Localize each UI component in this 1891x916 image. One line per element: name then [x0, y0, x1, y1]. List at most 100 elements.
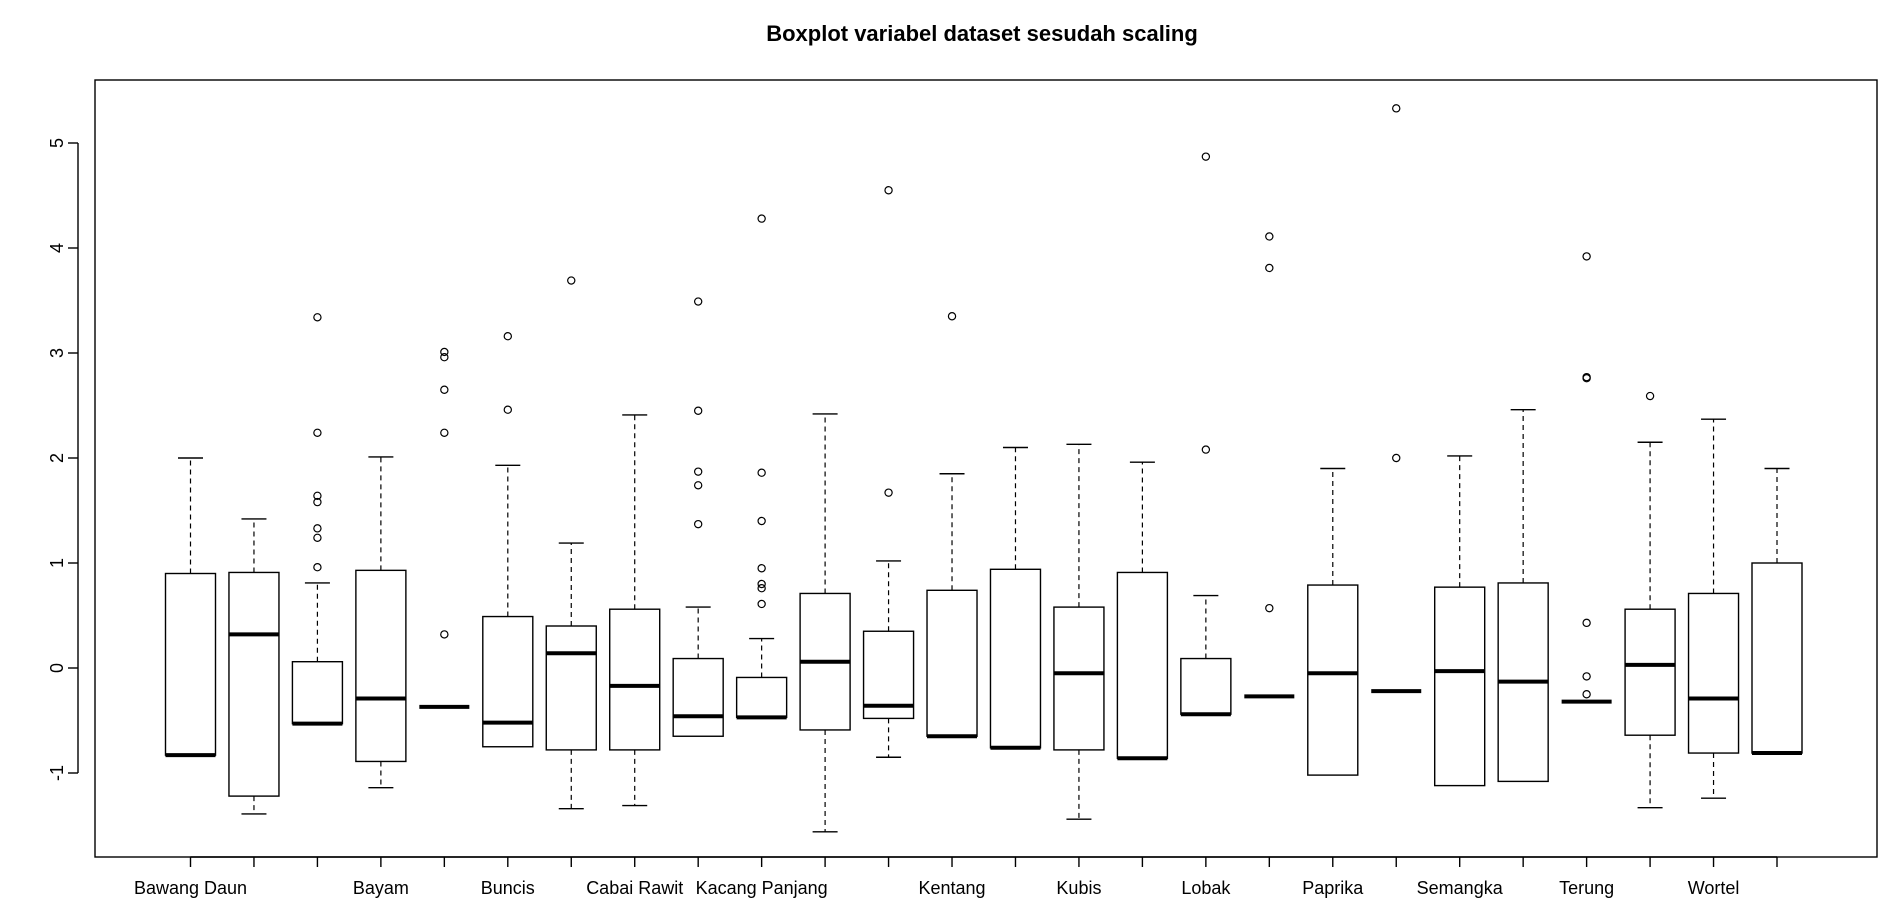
outlier-point — [693, 297, 703, 306]
box-24 — [1624, 391, 1676, 809]
outlier-point — [757, 584, 766, 593]
box-6 — [482, 332, 534, 748]
box-17 — [1180, 152, 1232, 717]
outlier-point — [757, 468, 766, 477]
box-rect — [926, 589, 978, 737]
outlier-point — [1201, 152, 1211, 161]
outlier-point — [1392, 453, 1401, 463]
outlier-point — [503, 332, 512, 341]
x-tick-label: Bayam — [353, 878, 409, 898]
box-21 — [1433, 455, 1486, 787]
outlier-point — [313, 313, 322, 322]
x-tick-label: Kentang — [918, 878, 985, 898]
outlier-point — [1582, 618, 1591, 628]
outlier-point — [1582, 690, 1591, 699]
outlier-point — [503, 405, 512, 414]
box-25 — [1687, 418, 1740, 799]
outlier-point — [1582, 252, 1591, 261]
box-10 — [735, 214, 788, 720]
box-11 — [799, 413, 851, 833]
chart-title: Boxplot variabel dataset sesudah scaling — [766, 21, 1198, 46]
outlier-point — [313, 491, 322, 500]
box-rect — [1687, 592, 1740, 754]
x-tick-label: Lobak — [1181, 878, 1231, 898]
outlier-point — [440, 353, 449, 362]
box-rect — [672, 657, 724, 737]
outlier-point — [313, 524, 322, 533]
box-rect — [1180, 657, 1232, 715]
boxes-group — [164, 104, 1803, 833]
box-rect — [1053, 606, 1105, 751]
outlier-point — [1582, 374, 1591, 383]
box-1 — [164, 457, 217, 758]
box-rect — [735, 676, 788, 719]
box-3 — [291, 313, 344, 726]
box-9 — [672, 297, 724, 737]
box-13 — [926, 312, 978, 739]
outlier-point — [1392, 104, 1401, 113]
box-15 — [1053, 443, 1105, 820]
box-rect — [1751, 562, 1803, 754]
outlier-point — [693, 519, 703, 529]
y-axis: -1 0 1 2 3 4 5 — [47, 138, 79, 781]
box-23 — [1561, 252, 1612, 704]
outlier-point — [693, 406, 703, 415]
y-tick-label: 1 — [47, 558, 67, 568]
outlier-point — [693, 481, 703, 490]
outlier-point — [1582, 672, 1591, 681]
outlier-point — [884, 488, 893, 497]
outlier-point — [757, 516, 766, 526]
y-tick-label: 0 — [47, 663, 67, 673]
outlier-point — [757, 599, 766, 609]
x-tick-label: Wortel — [1688, 878, 1740, 898]
outlier-point — [313, 533, 322, 543]
outlier-point — [757, 579, 766, 589]
box-rect — [164, 572, 217, 756]
box-5 — [419, 347, 470, 709]
box-18 — [1244, 232, 1295, 699]
x-tick-label: Terung — [1559, 878, 1614, 898]
x-axis: Bawang Daun Bayam Buncis Cabai Rawit Kacang … — [134, 856, 1778, 898]
box-12 — [862, 186, 915, 758]
outlier-point — [1201, 445, 1211, 454]
box-26 — [1751, 467, 1803, 756]
outlier-point — [313, 497, 322, 507]
box-rect — [1624, 608, 1676, 736]
x-tick-label: Kubis — [1056, 878, 1101, 898]
y-tick-label: -1 — [47, 765, 67, 781]
box-19 — [1307, 467, 1359, 776]
box-rect — [1116, 571, 1169, 760]
y-tick-label: 2 — [47, 453, 67, 463]
outlier-point — [440, 630, 449, 639]
box-22 — [1497, 409, 1549, 783]
box-2 — [228, 518, 280, 815]
outlier-point — [693, 467, 703, 476]
box-rect — [291, 661, 344, 725]
box-rect — [545, 625, 597, 751]
y-tick-label: 5 — [47, 138, 67, 148]
outlier-point — [1265, 232, 1274, 241]
outlier-point — [567, 276, 576, 285]
box-4 — [355, 456, 407, 789]
outlier-point — [947, 312, 957, 321]
outlier-point — [1265, 603, 1274, 613]
box-rect — [355, 569, 407, 763]
y-tick-label: 4 — [47, 243, 67, 253]
outlier-point — [440, 347, 449, 357]
box-8 — [609, 414, 661, 807]
outlier-point — [757, 564, 766, 573]
x-tick-label: Cabai Rawit — [586, 878, 683, 898]
outlier-point — [440, 385, 449, 394]
x-tick-label: Kacang Panjang — [696, 878, 828, 898]
x-tick-label: Semangka — [1417, 878, 1504, 898]
x-tick-label: Bawang Daun — [134, 878, 247, 898]
outlier-point — [440, 428, 449, 437]
y-tick-label: 3 — [47, 348, 67, 358]
outlier-point — [1265, 263, 1274, 273]
outlier-point — [1645, 391, 1655, 401]
box-rect — [609, 608, 661, 751]
outlier-point — [313, 428, 322, 437]
outlier-point — [313, 563, 322, 572]
box-rect — [1433, 586, 1486, 787]
